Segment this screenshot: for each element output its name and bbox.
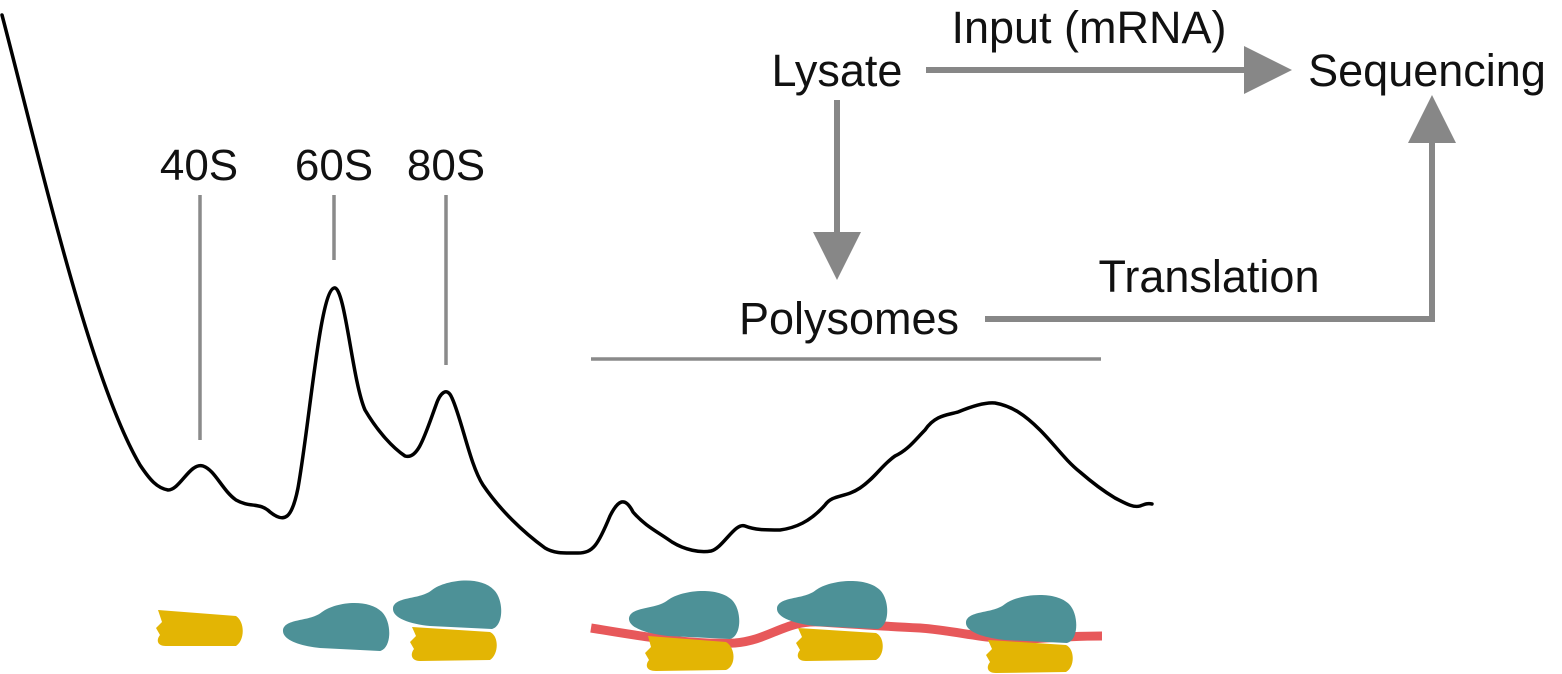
translation-label: Translation (1099, 251, 1320, 302)
polysomes-label: Polysomes (739, 293, 959, 344)
polysome-ribosome-2-small (796, 628, 883, 661)
peak-label-80s: 80S (407, 141, 485, 190)
arrow-polysomes-to-sequencing (985, 95, 1456, 322)
input-mrna-label: Input (mRNA) (951, 2, 1226, 53)
peak-label-60s: 60S (295, 141, 373, 190)
polysome-ribosome-3-small (986, 640, 1073, 673)
polysome-ribosome-2-large (776, 580, 888, 629)
large-subunit-60s (282, 602, 390, 651)
sequencing-label: Sequencing (1308, 45, 1546, 96)
peak-label-40s: 40S (160, 141, 238, 190)
polysome-ribosome-3-large (965, 594, 1077, 643)
absorbance-trace (0, 13, 1154, 555)
polysome-ribosome-1-small (645, 636, 734, 671)
small-subunit-40s (156, 610, 243, 646)
monosome-80s-small (410, 627, 497, 661)
monosome-80s-large (392, 580, 502, 629)
lysate-label: Lysate (772, 45, 903, 96)
polysome-ribosome-1-large (628, 590, 740, 639)
